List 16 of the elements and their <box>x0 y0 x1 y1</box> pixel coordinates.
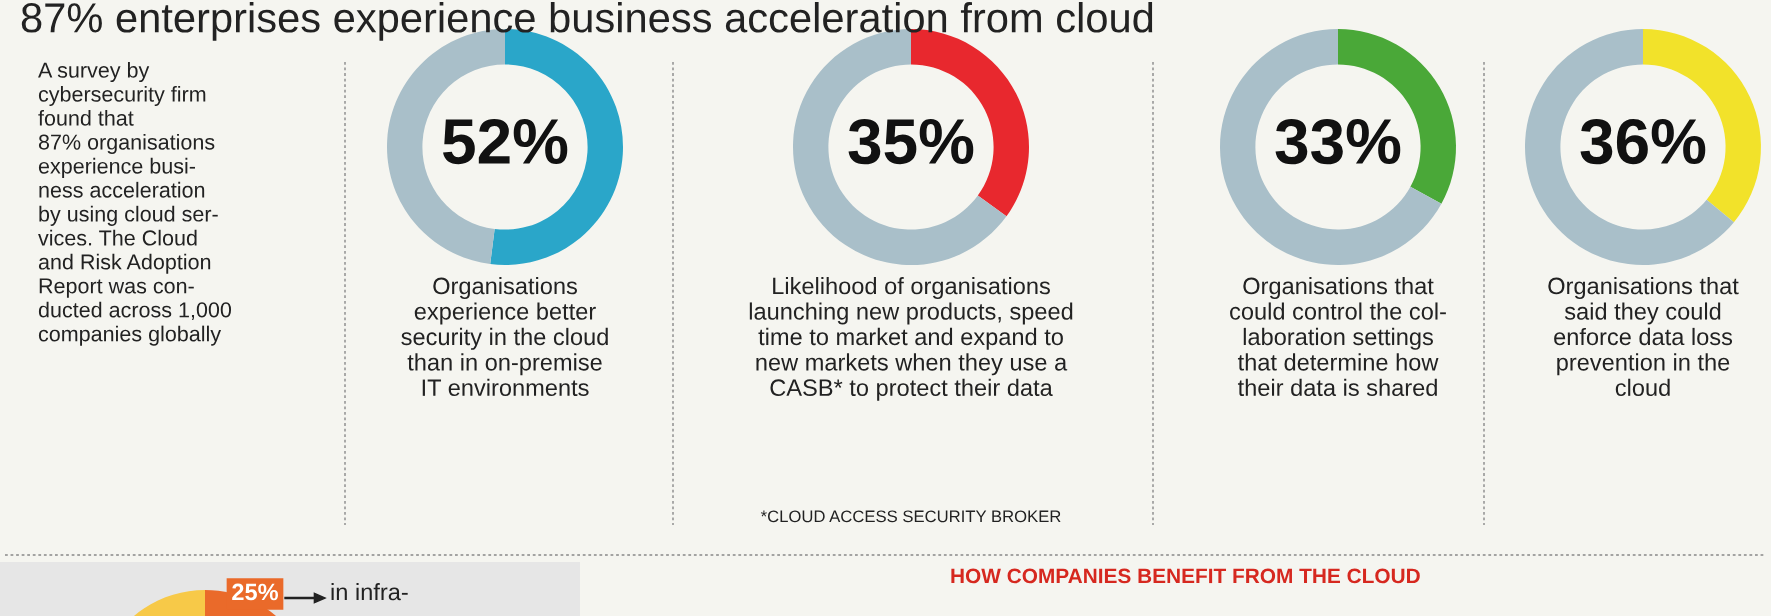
text: A survey by cybersecurity firm found that 87% organisations experience busi- ness acceleration by using cloud ser- vices. The Cloud and Risk Adoption Report was con- ducted across 1,000 companies globally <box>38 62 232 346</box>
donut-slice <box>1220 29 1442 265</box>
text: *CLOUD ACCESS SECURITY BROKER <box>760 510 1061 523</box>
data-label: 36% <box>1580 118 1706 165</box>
text: Likelihood of organisations launching new products, speed time to market and expand to new markets when they use a CASB* to protect their data <box>749 277 1073 401</box>
text: Organisations that could control the col- laboration settings that determine how their data is shared <box>1230 277 1446 397</box>
text: HOW COMPANIES BENEFIT FROM THE CLOUD <box>951 568 1420 584</box>
text: Organisations that said they could enforce data loss prevention in the cloud <box>1548 277 1739 397</box>
data-label: 52% <box>443 118 568 165</box>
text: Organisations experience better security in the cloud than in on-premise IT environments <box>401 277 608 397</box>
data-label: 35% <box>848 118 974 165</box>
data-label: 33% <box>1275 118 1401 165</box>
donut-slice <box>1525 29 1734 265</box>
text: in infra- <box>331 582 408 601</box>
data-label: 25% <box>232 583 279 601</box>
text: 87% enterprises experience business acceleration from cloud <box>21 2 1153 41</box>
